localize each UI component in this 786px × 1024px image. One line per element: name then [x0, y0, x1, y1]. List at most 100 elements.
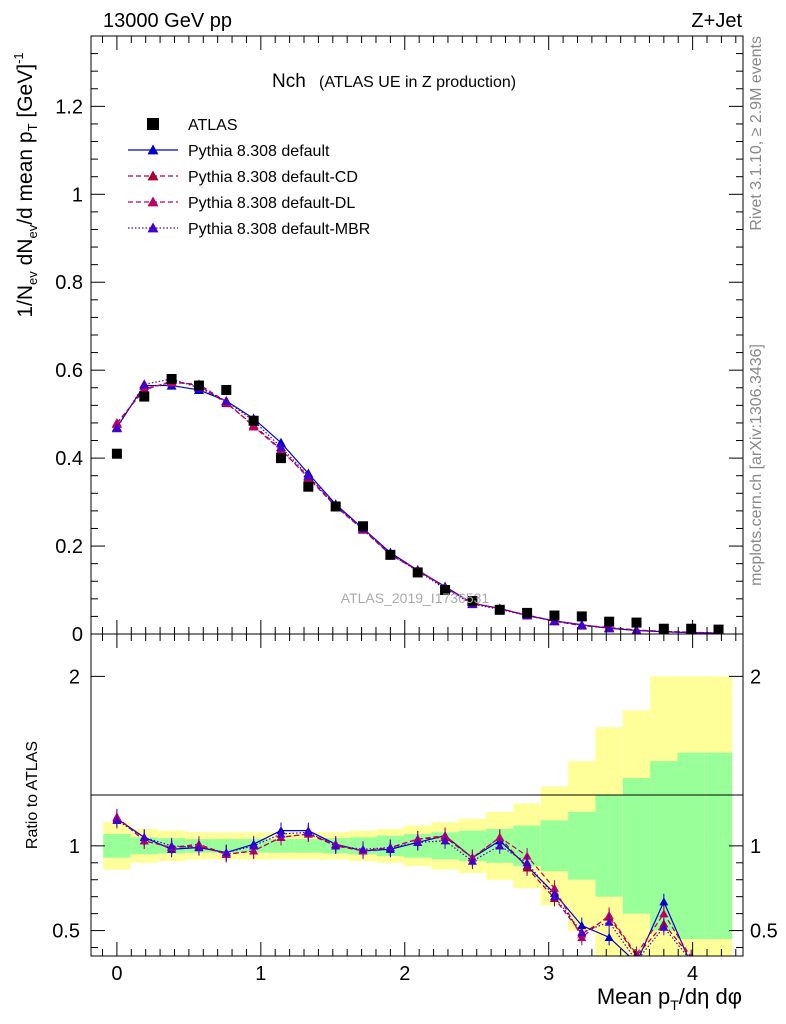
x-tick-label: 4 — [687, 963, 698, 985]
axis-ticks — [91, 36, 743, 956]
ratio-point — [358, 844, 368, 853]
y-tick-label: 1 — [72, 184, 83, 206]
mc-point — [139, 379, 150, 389]
ratio-band-inner — [294, 839, 323, 853]
mc-point — [275, 442, 286, 452]
x-tick-label: 2 — [399, 963, 410, 985]
ratio-y-tick-label-right: 2 — [750, 666, 761, 688]
ratio-point — [413, 837, 423, 847]
ratio-point — [331, 841, 341, 850]
y-tick-label: 0.6 — [55, 360, 83, 382]
ratio-series-group — [112, 809, 693, 966]
data-point — [686, 623, 697, 634]
mc-point — [303, 470, 314, 480]
x-tick-label: 3 — [543, 963, 554, 985]
data-point — [522, 607, 533, 618]
data-point — [248, 415, 259, 426]
data-point — [330, 501, 341, 512]
legend-marker — [147, 118, 159, 130]
legend-label: Pythia 8.308 default-CD — [188, 169, 358, 186]
ratio-point — [440, 836, 450, 845]
ratio-point — [604, 917, 614, 926]
ratio-point — [659, 897, 669, 906]
data-point — [303, 481, 314, 492]
ratio-point — [249, 841, 259, 850]
plot-subtitle: (ATLAS UE in Z production) — [319, 74, 516, 91]
ratio-band-inner — [267, 839, 295, 853]
ratio-point — [604, 932, 614, 941]
ratio-y-tick-label-left: 1 — [69, 836, 80, 858]
ratio-point — [276, 829, 286, 838]
process-label: Z+Jet — [691, 10, 742, 32]
y-tick-label: 0.2 — [55, 536, 83, 558]
mc-point — [631, 625, 642, 634]
data-point — [440, 585, 451, 596]
y-tick-label: 0.8 — [55, 272, 83, 294]
data-point — [221, 384, 232, 395]
x-axis-label: Mean pT/dη dφ — [597, 984, 742, 1013]
data-point — [576, 611, 587, 622]
data-point — [713, 624, 724, 634]
ratio-point — [112, 815, 122, 825]
legend-label: ATLAS — [188, 117, 238, 134]
ratio-band-inner — [540, 820, 569, 872]
analysis-watermark: ATLAS_2019_I1736531 — [341, 590, 490, 606]
legend-marker — [147, 196, 159, 207]
energy-label: 13000 GeV pp — [103, 10, 232, 32]
ratio-point — [659, 922, 669, 931]
ratio-point — [659, 909, 669, 918]
ratio-point — [385, 843, 395, 852]
main-y-axis-label: 1/Nev dNev/d mean pT [GeV]-1 — [11, 52, 40, 317]
data-point — [467, 596, 478, 607]
ratio-point — [303, 827, 313, 836]
axis-tick-labels: 0 1 2 3 4 0 0.2 0.4 0.6 0.8 1 1.2 0.5 0.5 1 1 2 2 — [52, 96, 778, 985]
legend-marker — [147, 144, 159, 155]
y-tick-label: 0 — [72, 624, 83, 646]
data-point — [385, 549, 396, 560]
data-point — [111, 448, 122, 459]
data-point — [166, 373, 177, 384]
legend-label: Pythia 8.308 default-MBR — [188, 221, 370, 238]
ratio-band-inner — [704, 752, 733, 940]
ratio-y-axis-label: Ratio to ATLAS — [24, 741, 41, 849]
plot-title: Nch — [272, 71, 306, 92]
legend-label: Pythia 8.308 default — [188, 143, 330, 160]
y-tick-label: 0.4 — [55, 448, 83, 470]
data-point — [494, 604, 505, 615]
data-point — [275, 453, 286, 464]
ratio-y-tick-label-left: 2 — [69, 666, 80, 688]
mc-point — [549, 616, 560, 626]
ratio-point — [495, 832, 505, 841]
ratio-band-inner — [568, 811, 596, 880]
data-point — [412, 567, 423, 578]
y-tick-label: 1.2 — [55, 96, 83, 118]
ratio-point — [549, 892, 559, 901]
legend-marker — [147, 170, 159, 181]
ratio-point — [522, 858, 532, 867]
mc-point — [248, 421, 259, 431]
ratio-point — [221, 848, 231, 857]
ratio-point — [632, 957, 641, 965]
ratio-frame — [90, 633, 744, 957]
legend-label: Pythia 8.308 default-DL — [188, 195, 355, 212]
mc-point — [576, 620, 587, 630]
rivet-version-label: Rivet 3.1.10, ≥ 2.9M events — [748, 36, 765, 231]
data-point — [604, 616, 615, 627]
ratio-point — [467, 856, 477, 865]
ratio-band-inner — [103, 833, 131, 858]
mc-point — [111, 423, 122, 433]
ratio-band-inner — [677, 752, 705, 940]
ratio-point — [549, 883, 559, 892]
ratio-band-inner — [622, 778, 651, 914]
data-point — [193, 380, 204, 391]
ratio-point — [194, 843, 204, 852]
ratio-point — [495, 841, 505, 850]
legend: ATLAS Pythia 8.308 default Pythia 8.308 de… — [128, 117, 370, 238]
x-tick-label: 1 — [255, 963, 266, 985]
data-point — [139, 391, 150, 402]
ratio-point — [167, 841, 177, 850]
data-point — [358, 521, 369, 532]
ratio-y-tick-label-left: 0.5 — [52, 921, 80, 943]
ratio-point — [632, 958, 641, 966]
